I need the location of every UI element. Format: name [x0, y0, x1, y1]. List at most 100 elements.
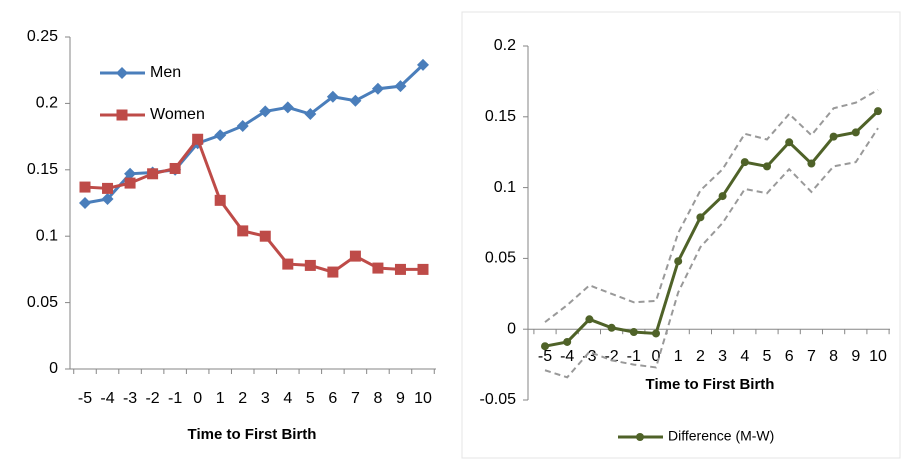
x-tick-label: -4 — [560, 348, 574, 365]
marker — [394, 263, 406, 275]
marker — [372, 262, 384, 274]
x-tick-label: 3 — [718, 348, 727, 365]
marker — [327, 266, 339, 278]
y-tick-label: 0.05 — [485, 250, 516, 267]
marker — [79, 181, 91, 193]
marker — [740, 158, 749, 167]
marker — [652, 329, 660, 338]
marker — [304, 259, 316, 271]
x-tick-label: 8 — [829, 348, 838, 365]
x-tick-label: 2 — [696, 348, 705, 365]
y-tick-label: 0.2 — [36, 95, 58, 112]
marker — [417, 58, 429, 71]
x-tick-label: 4 — [740, 348, 749, 365]
series-line — [84, 63, 425, 205]
x-tick-label: 9 — [851, 348, 860, 365]
marker — [874, 107, 882, 116]
marker — [282, 258, 294, 270]
x-tick-label: 7 — [351, 390, 360, 407]
x-tick-label: 1 — [216, 390, 225, 407]
marker — [214, 129, 227, 142]
marker — [281, 101, 294, 114]
marker — [718, 192, 727, 201]
y-tick-label: 0 — [49, 360, 58, 377]
x-tick-label: 10 — [869, 348, 887, 365]
marker — [696, 213, 705, 222]
y-tick-label: 0.15 — [27, 161, 58, 178]
x-tick-label: 7 — [807, 348, 816, 365]
x-tick-label: 9 — [396, 390, 405, 407]
marker — [326, 90, 339, 103]
marker — [417, 263, 429, 275]
marker — [101, 193, 114, 206]
marker — [563, 337, 572, 346]
marker — [629, 328, 638, 337]
y-tick-label: -0.05 — [480, 391, 517, 408]
series-line — [544, 110, 880, 348]
marker — [169, 162, 181, 174]
x-axis-title: Time to First Birth — [646, 376, 775, 393]
marker — [371, 82, 384, 95]
x-tick-label: 8 — [373, 390, 382, 407]
x-tick-label: 5 — [763, 348, 772, 365]
x-tick-label: -5 — [78, 390, 92, 407]
y-tick-label: 0.25 — [27, 28, 58, 45]
series-line — [544, 127, 879, 379]
x-axis-title: Time to First Birth — [188, 426, 317, 443]
marker — [236, 119, 249, 132]
x-tick-label: 6 — [328, 390, 337, 407]
legend-label: Men — [150, 64, 181, 81]
x-tick-label: -5 — [538, 348, 552, 365]
marker — [259, 105, 272, 118]
y-tick-label: 0 — [507, 320, 516, 337]
chart-border — [461, 11, 901, 459]
marker — [394, 80, 407, 93]
x-tick-label: 2 — [238, 390, 247, 407]
marker — [259, 230, 271, 242]
x-tick-label: 3 — [261, 390, 270, 407]
x-tick-label: 6 — [785, 348, 794, 365]
marker — [585, 315, 594, 324]
marker — [124, 167, 137, 180]
marker — [763, 162, 771, 171]
marker — [851, 128, 860, 137]
x-tick-label: 5 — [306, 390, 315, 407]
x-tick-label: 1 — [674, 348, 683, 365]
x-tick-label: -4 — [100, 390, 114, 407]
series-line — [544, 89, 879, 323]
x-tick-label: 10 — [414, 390, 432, 407]
x-tick-label: -2 — [145, 390, 159, 407]
marker — [237, 225, 249, 237]
marker — [214, 194, 226, 206]
marker — [785, 138, 794, 147]
legend-label: Women — [150, 106, 205, 123]
marker — [124, 177, 136, 189]
y-tick-label: 0.1 — [36, 227, 58, 244]
x-tick-label: 0 — [652, 348, 661, 365]
marker — [116, 109, 128, 121]
marker — [607, 323, 616, 332]
marker — [147, 168, 159, 180]
x-tick-label: -1 — [627, 348, 641, 365]
y-tick-label: 0.15 — [485, 108, 516, 125]
x-tick-label: -3 — [123, 390, 137, 407]
marker — [349, 94, 362, 107]
marker — [79, 197, 91, 209]
x-tick-label: 0 — [193, 390, 202, 407]
y-tick-label: 0.1 — [494, 179, 516, 196]
marker — [304, 108, 317, 121]
marker — [349, 250, 361, 262]
marker — [829, 132, 838, 141]
marker — [807, 159, 816, 168]
y-tick-label: 0.05 — [27, 294, 58, 311]
marker — [192, 133, 204, 145]
marker — [674, 257, 683, 266]
marker — [541, 342, 549, 351]
marker — [116, 67, 128, 79]
legend-label: Difference (M-W) — [668, 428, 774, 444]
marker — [636, 433, 644, 441]
x-tick-label: -1 — [168, 390, 182, 407]
series-line — [84, 136, 423, 274]
marker — [102, 182, 114, 194]
